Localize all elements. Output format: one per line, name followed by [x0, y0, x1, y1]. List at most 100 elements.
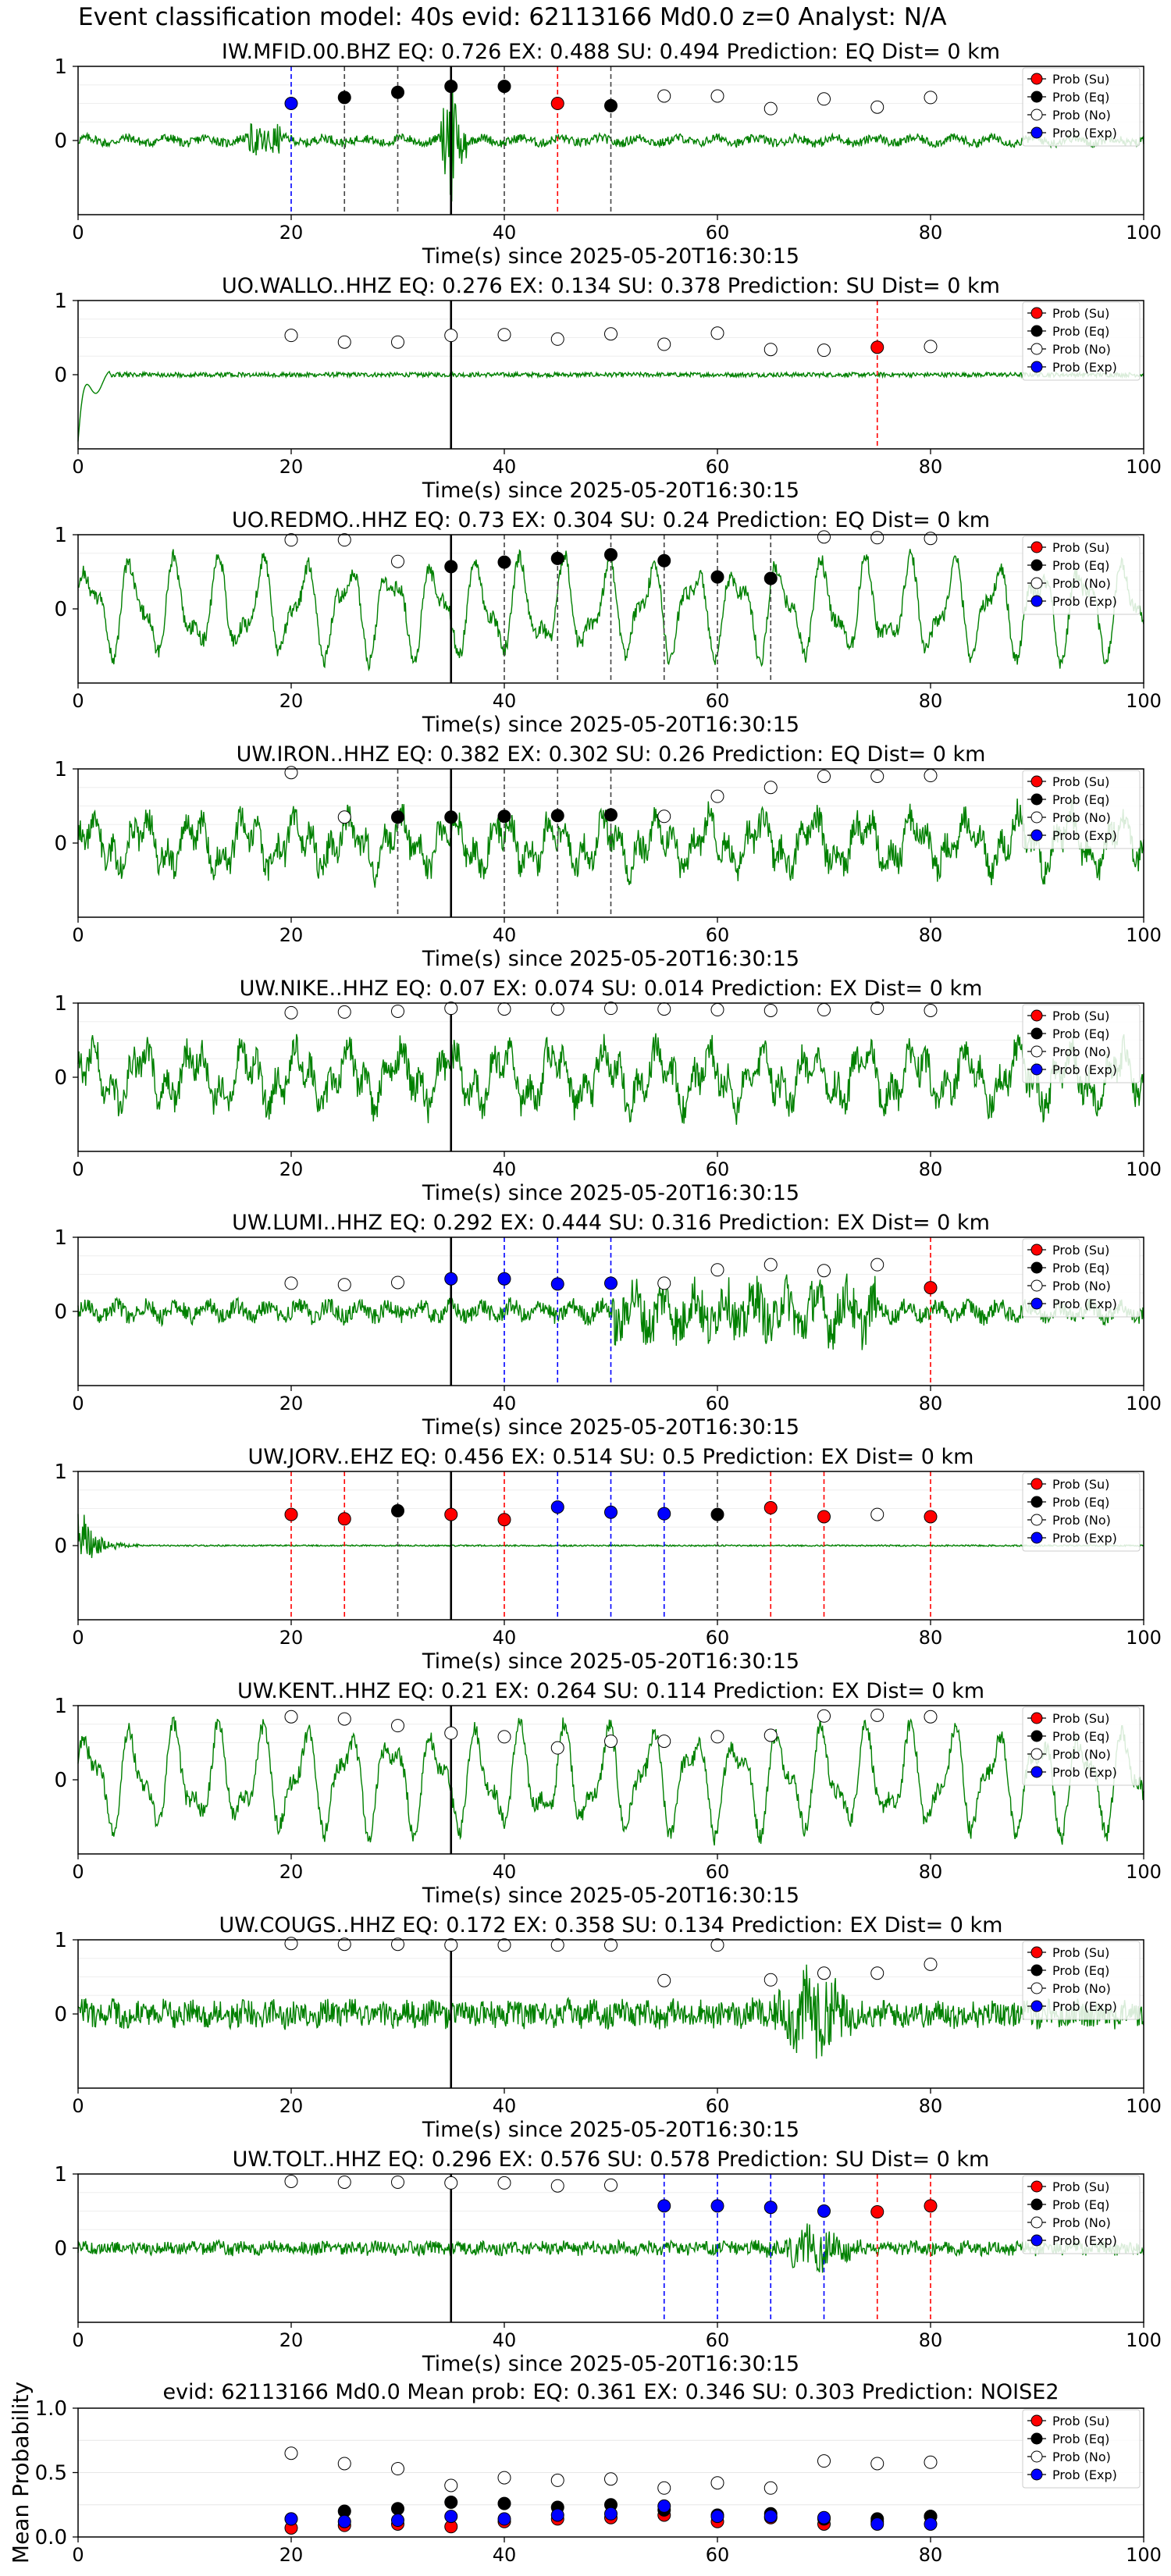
legend-marker-no [1030, 1982, 1043, 1994]
legend-marker-exp [1030, 595, 1043, 607]
mean-prob-marker-exp [444, 2510, 458, 2524]
prob-marker-eq [710, 570, 724, 584]
panel-4: 0 20 40 60 80 100 0 1 UW.NIKE..HHZ EQ: 0.07 EX: … [54, 977, 1161, 1205]
y-tick-label: 0 [54, 832, 67, 856]
mean-prob-marker-eq [391, 2502, 404, 2516]
prob-marker-no [497, 2176, 511, 2190]
prob-marker-no [710, 1003, 724, 1017]
x-tick-label: 0 [72, 1393, 84, 1414]
prob-marker-no [763, 1258, 778, 1272]
x-tick-label: 20 [279, 2329, 304, 2351]
prob-marker-no [337, 1937, 351, 1952]
prob-marker-no [284, 329, 298, 343]
x-tick-label: 40 [493, 1861, 517, 1883]
x-tick-label: 60 [706, 2095, 730, 2117]
legend-marker-exp [1030, 1766, 1043, 1778]
x-tick-label: 40 [493, 2544, 517, 2566]
legend-marker-no [1030, 2216, 1043, 2229]
x-tick-label: 40 [493, 924, 517, 946]
prob-marker-no [710, 789, 724, 803]
legend-label-exp: Prob (Exp) [1052, 828, 1117, 843]
y-tick-label: 1 [54, 758, 67, 781]
prob-marker-no [657, 1735, 671, 1749]
x-tick-label: 100 [1126, 2329, 1162, 2351]
legend-marker-su [1030, 2414, 1043, 2427]
panel-title: UW.COUGS..HHZ EQ: 0.172 EX: 0.358 SU: 0.… [219, 1913, 1003, 1937]
legend-label-su: Prob (Su) [1052, 2414, 1109, 2428]
x-tick-label: 0 [72, 924, 84, 946]
panel-7: 0 20 40 60 80 100 0 1 UW.KENT..HHZ EQ: 0.21 EX: … [54, 1679, 1161, 1908]
y-tick-label: 0 [54, 130, 67, 153]
prob-marker-no [924, 1004, 938, 1017]
x-tick-label: 40 [493, 2095, 517, 2117]
x-axis-label: Time(s) since 2025-05-20T16:30:15 [422, 479, 799, 503]
x-tick-label: 40 [493, 1627, 517, 1649]
legend-label-su: Prob (Su) [1052, 1945, 1109, 1960]
x-tick-label: 60 [706, 924, 730, 946]
prob-marker-eq [391, 810, 404, 824]
prob-marker-no [391, 1004, 404, 1018]
prob-marker-no [710, 326, 724, 340]
prob-marker-su [763, 1501, 778, 1515]
x-tick-label: 0 [72, 2095, 84, 2117]
mean-prob-marker-exp [337, 2514, 351, 2528]
legend-label-no: Prob (No) [1052, 108, 1111, 123]
prob-marker-no [550, 1938, 564, 1952]
y-tick-label: 0 [54, 1300, 67, 1324]
legend-label-no: Prob (No) [1052, 810, 1111, 825]
panel-5: 0 20 40 60 80 100 0 1 UW.LUMI..HHZ EQ: 0.292 EX:… [54, 1211, 1161, 1439]
prob-marker-su [924, 2199, 938, 2213]
x-tick-label: 100 [1126, 1861, 1162, 1883]
legend-label-su: Prob (Su) [1052, 1243, 1109, 1258]
legend-marker-no [1030, 1748, 1043, 1760]
x-tick-label: 20 [279, 924, 304, 946]
legend-marker-eq [1030, 2198, 1043, 2211]
prob-marker-eq [710, 1507, 724, 1521]
prob-marker-no [444, 1938, 458, 1952]
mean-prob-marker-exp [391, 2514, 404, 2528]
x-axis-label: Time(s) since 2025-05-20T16:30:15 [422, 244, 799, 269]
x-tick-label: 60 [706, 456, 730, 478]
prob-marker-no [444, 2176, 458, 2190]
legend-marker-su [1030, 1009, 1043, 1022]
prob-marker-exp [604, 1505, 618, 1519]
prob-marker-no [391, 335, 404, 349]
prob-marker-no [604, 1735, 618, 1749]
legend-label-eq: Prob (Eq) [1052, 1026, 1109, 1041]
panel-title: UW.TOLT..HHZ EQ: 0.296 EX: 0.576 SU: 0.5… [233, 2147, 990, 2172]
legend-label-no: Prob (No) [1052, 2450, 1111, 2464]
legend-label-su: Prob (Su) [1052, 774, 1109, 789]
prob-marker-exp [550, 1277, 564, 1291]
legend-box [1022, 535, 1141, 615]
prob-marker-exp [657, 2199, 671, 2213]
mean-prob-marker-exp [763, 2510, 778, 2524]
prob-marker-no [817, 770, 831, 783]
panel-title: UW.NIKE..HHZ EQ: 0.07 EX: 0.074 SU: 0.01… [240, 977, 983, 1001]
prob-marker-no [497, 1938, 511, 1952]
prob-marker-su [497, 1513, 511, 1527]
prob-marker-eq [763, 571, 778, 585]
legend-label-exp: Prob (Exp) [1052, 1531, 1117, 1546]
prob-marker-no [870, 1507, 884, 1521]
prob-marker-no [924, 1957, 938, 1971]
mean-prob-marker-eq [497, 2496, 511, 2510]
legend-marker-no [1030, 2450, 1043, 2463]
mean-prob-marker-no [710, 2476, 724, 2490]
prob-marker-no [870, 531, 884, 545]
x-tick-label: 80 [919, 924, 943, 946]
prob-marker-no [817, 1709, 831, 1723]
y-tick-label: 1 [54, 1226, 67, 1250]
x-tick-label: 0 [72, 456, 84, 478]
x-tick-label: 40 [493, 1158, 517, 1180]
y-tick-label: 1 [54, 1461, 67, 1484]
x-tick-label: 40 [493, 456, 517, 478]
prob-marker-no [284, 1276, 298, 1290]
panel-8: 0 20 40 60 80 100 0 1 UW.COUGS..HHZ EQ: 0.172 EX… [54, 1913, 1161, 2142]
legend-label-no: Prob (No) [1052, 1279, 1111, 1293]
y-tick-label: 1 [54, 290, 67, 313]
x-axis-label: Time(s) since 2025-05-20T16:30:15 [422, 947, 799, 971]
prob-marker-no [604, 1938, 618, 1952]
legend-label-su: Prob (Su) [1052, 1009, 1109, 1023]
prob-marker-exp [710, 2199, 724, 2213]
